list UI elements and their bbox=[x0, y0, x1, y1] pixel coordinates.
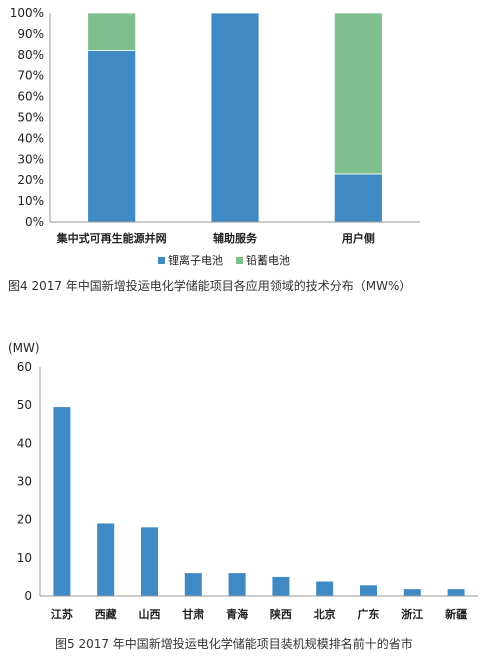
bars bbox=[53, 407, 465, 596]
bar-segment bbox=[210, 12, 260, 223]
y-tick-label: 50 bbox=[17, 398, 32, 412]
y-tick-label: 0% bbox=[25, 215, 44, 229]
category-label: 陕西 bbox=[270, 607, 292, 621]
bar-segment bbox=[333, 12, 383, 175]
y-tick-label: 10 bbox=[17, 551, 32, 565]
y-tick-label: 90% bbox=[17, 27, 44, 41]
category-label: 用户侧 bbox=[342, 231, 375, 245]
category-label: 青海 bbox=[226, 607, 248, 621]
bar bbox=[316, 581, 334, 596]
category-label: 北京 bbox=[314, 607, 336, 621]
legend-label: 锂离子电池 bbox=[168, 253, 223, 267]
category-label: 浙江 bbox=[401, 607, 423, 621]
category-label: 西藏 bbox=[95, 607, 117, 621]
bar bbox=[360, 585, 377, 596]
bar bbox=[228, 573, 246, 596]
category-label: 江苏 bbox=[51, 607, 73, 621]
category-label: 新疆 bbox=[445, 607, 467, 621]
bar-segment bbox=[333, 173, 383, 223]
category-label: 甘肃 bbox=[182, 607, 204, 621]
y-tick-label: 10% bbox=[17, 194, 44, 208]
bar bbox=[184, 573, 202, 596]
y-tick-label: 50% bbox=[17, 111, 44, 125]
category-label: 辅助服务 bbox=[213, 231, 258, 245]
y-tick-label: 60 bbox=[17, 360, 32, 374]
bar bbox=[447, 589, 465, 596]
bars bbox=[87, 12, 383, 223]
figure-caption: 图5 2017 年中国新增投运电化学储能项目装机规模排名前十的省市 bbox=[55, 636, 413, 651]
y-tick-label: 100% bbox=[10, 6, 44, 20]
y-tick-label: 70% bbox=[17, 69, 44, 83]
legend-swatch bbox=[158, 257, 165, 264]
bar-segment bbox=[87, 12, 137, 52]
y-tick-label: 40% bbox=[17, 131, 44, 145]
legend: 锂离子电池 铅蓄电池 bbox=[158, 253, 290, 267]
y-axis-ticks: 0 10 20 30 40 50 60 bbox=[17, 360, 32, 603]
bar bbox=[403, 589, 421, 596]
category-labels: 江苏 西藏 山西 甘肃 青海 陕西 北京 广东 浙江 新疆 bbox=[51, 607, 467, 621]
bar bbox=[97, 523, 115, 596]
y-tick-label: 30 bbox=[17, 475, 32, 489]
y-axis-unit: (MW) bbox=[8, 341, 40, 355]
bar bbox=[272, 576, 290, 596]
category-label: 山西 bbox=[139, 607, 161, 621]
legend-label: 铅蓄电池 bbox=[246, 253, 290, 267]
y-tick-label: 20 bbox=[17, 513, 32, 527]
y-axis-ticks: 0% 10% 20% 30% 40% 50% 60% 70% 80% 90% 100% bbox=[10, 6, 44, 229]
bar-segment bbox=[87, 50, 137, 223]
bar bbox=[53, 407, 71, 596]
y-tick-label: 40 bbox=[17, 436, 32, 450]
y-tick-label: 20% bbox=[17, 173, 44, 187]
category-label: 广东 bbox=[358, 607, 380, 621]
y-tick-label: 60% bbox=[17, 90, 44, 104]
bar bbox=[141, 527, 158, 596]
y-tick-label: 80% bbox=[17, 48, 44, 62]
figure-caption: 图4 2017 年中国新增投运电化学储能项目各应用领域的技术分布（MW%） bbox=[8, 278, 411, 293]
y-tick-label: 30% bbox=[17, 152, 44, 166]
stacked-percent-chart: 0% 10% 20% 30% 40% 50% 60% 70% 80% 90% 100% 集中式可再生… bbox=[8, 6, 420, 293]
category-labels: 集中式可再生能源并网 辅助服务 用户侧 bbox=[56, 231, 375, 245]
legend-swatch bbox=[236, 257, 243, 264]
category-label: 集中式可再生能源并网 bbox=[56, 231, 167, 245]
y-tick-label: 0 bbox=[24, 589, 32, 603]
